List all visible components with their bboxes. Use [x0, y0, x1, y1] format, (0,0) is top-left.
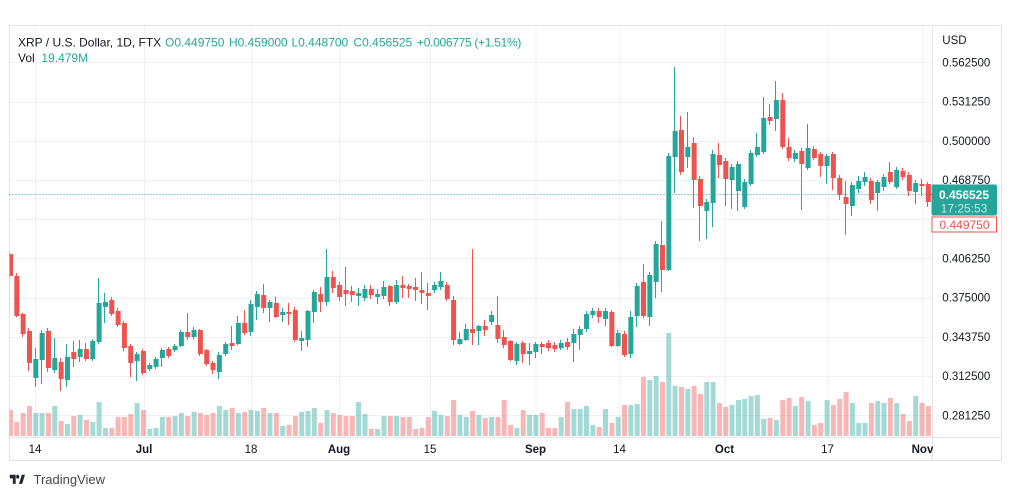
- svg-text:USD: USD: [942, 35, 966, 47]
- svg-text:0.456525: 0.456525: [939, 188, 989, 202]
- svg-text:H0.459000: H0.459000: [229, 36, 288, 50]
- svg-text:XRP / U.S. Dollar, 1D, FTX: XRP / U.S. Dollar, 1D, FTX: [18, 36, 161, 50]
- svg-text:0.312500: 0.312500: [942, 371, 990, 383]
- svg-text:0.375000: 0.375000: [942, 293, 990, 305]
- svg-text:L0.448700: L0.448700: [292, 36, 349, 50]
- svg-text:Jul: Jul: [136, 444, 153, 456]
- svg-text:17:25:53: 17:25:53: [941, 202, 988, 216]
- svg-text:Nov: Nov: [912, 444, 934, 456]
- svg-text:Oct: Oct: [715, 444, 734, 456]
- svg-text:+0.006775 (+1.51%): +0.006775 (+1.51%): [417, 36, 521, 50]
- svg-text:Vol: Vol: [18, 51, 35, 65]
- svg-text:0.281250: 0.281250: [942, 410, 990, 422]
- svg-text:0.449750: 0.449750: [939, 218, 989, 232]
- svg-text:0.531250: 0.531250: [942, 97, 990, 109]
- svg-text:19.479M: 19.479M: [41, 51, 88, 65]
- svg-text:0.500000: 0.500000: [942, 136, 990, 148]
- svg-text:O0.449750: O0.449750: [165, 36, 225, 50]
- svg-text:Sep: Sep: [525, 444, 546, 456]
- svg-text:TradingView: TradingView: [34, 472, 106, 487]
- svg-text:17: 17: [821, 444, 834, 456]
- svg-text:18: 18: [245, 444, 258, 456]
- svg-text:Aug: Aug: [328, 444, 350, 456]
- svg-text:0.406250: 0.406250: [942, 254, 990, 266]
- svg-text:0.562500: 0.562500: [942, 58, 990, 70]
- svg-text:0.343750: 0.343750: [942, 332, 990, 344]
- svg-text:0.468750: 0.468750: [942, 175, 990, 187]
- svg-text:14: 14: [29, 444, 42, 456]
- svg-text:15: 15: [424, 444, 437, 456]
- svg-text:C0.456525: C0.456525: [354, 36, 413, 50]
- svg-text:14: 14: [613, 444, 626, 456]
